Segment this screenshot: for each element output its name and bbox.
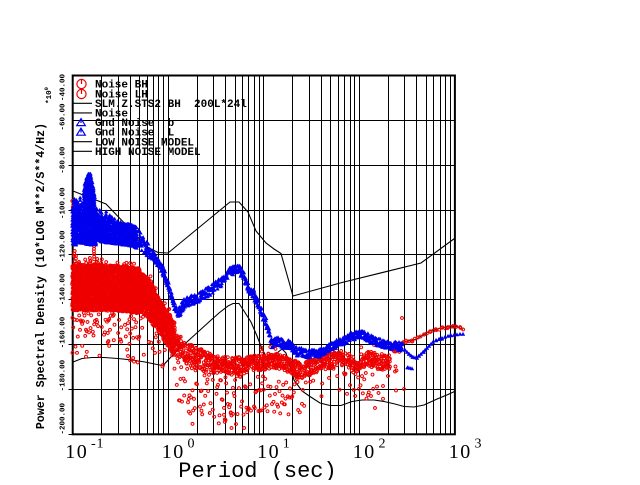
svg-text:10: 10 xyxy=(65,441,87,463)
svg-text:0: 0 xyxy=(188,437,195,452)
svg-text:Noise LH: Noise LH xyxy=(95,89,148,101)
svg-text:-200.00: -200.00 xyxy=(60,402,68,434)
svg-text:-180.00: -180.00 xyxy=(60,359,68,391)
svg-text:1: 1 xyxy=(283,437,290,452)
svg-text:-100.00: -100.00 xyxy=(60,187,68,219)
svg-text:3: 3 xyxy=(475,437,482,452)
svg-text:-1: -1 xyxy=(91,437,104,452)
svg-text:-60.00: -60.00 xyxy=(60,103,68,131)
svg-text:Gnd Noise b: Gnd Noise b xyxy=(95,118,175,130)
svg-text:SLM.Z.STS2 BH 200L*24l: SLM.Z.STS2 BH 200L*24l xyxy=(95,99,247,111)
svg-text:-160.00: -160.00 xyxy=(60,316,68,348)
svg-text:-80.00: -80.00 xyxy=(60,146,68,174)
svg-text:-40.00: -40.00 xyxy=(60,74,68,102)
svg-text:LOW NOISE MODEL: LOW NOISE MODEL xyxy=(95,137,194,149)
svg-text:-120.00: -120.00 xyxy=(60,230,68,262)
svg-text:*100: *100 xyxy=(43,87,54,104)
svg-text:Noise BH: Noise BH xyxy=(95,80,148,92)
svg-text:Gnd Noise L: Gnd Noise L xyxy=(95,128,175,140)
svg-text:Period (sec): Period (sec) xyxy=(178,459,336,480)
svg-text:Noise: Noise xyxy=(95,109,128,121)
svg-text:10: 10 xyxy=(162,441,184,463)
svg-text:10: 10 xyxy=(449,441,471,463)
svg-text:Power Spectral Density (10*LOG: Power Spectral Density (10*LOG M**2/S**4… xyxy=(35,123,48,429)
svg-text:HIGH NOISE MODEL: HIGH NOISE MODEL xyxy=(95,147,201,159)
svg-text:10: 10 xyxy=(353,441,375,463)
svg-text:2: 2 xyxy=(379,437,386,452)
svg-text:-140.00: -140.00 xyxy=(60,273,68,305)
svg-text:10: 10 xyxy=(257,441,279,463)
